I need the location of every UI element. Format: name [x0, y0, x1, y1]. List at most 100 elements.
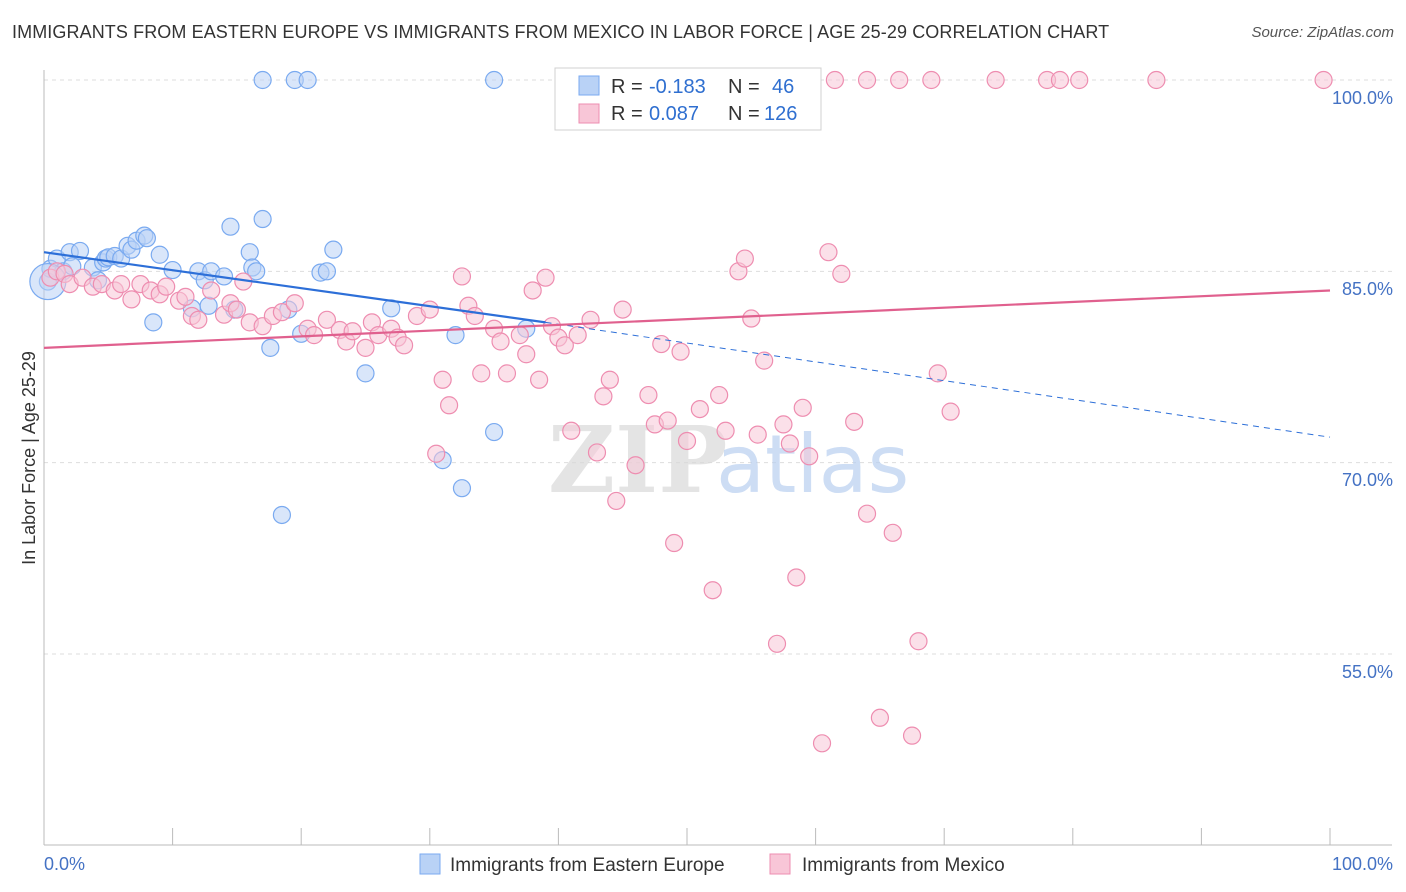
point-mexico [607, 491, 626, 511]
point-mexico [909, 632, 928, 651]
point-eastern-europe [70, 241, 90, 261]
point-mexico [317, 310, 337, 329]
legend-r-label-pink: R = [611, 103, 643, 125]
point-mexico [600, 370, 619, 389]
point-mexico [613, 300, 632, 319]
point-eastern-europe [485, 422, 504, 442]
point-mexico [716, 421, 735, 440]
point-mexico [497, 364, 517, 383]
point-mexico [922, 70, 941, 90]
point-eastern-europe [356, 364, 375, 383]
point-mexico [928, 364, 947, 383]
trend-line-eastern-europe-extension [545, 321, 1331, 438]
point-mexico [857, 70, 877, 90]
bottom-legend-label-blue: Immigrants from Eastern Europe [450, 855, 725, 876]
point-mexico [742, 309, 761, 328]
series-mexico [41, 70, 1333, 753]
point-mexico [491, 332, 510, 351]
point-mexico [189, 310, 208, 329]
point-mexico [883, 523, 902, 542]
point-mexico [755, 351, 774, 370]
point-eastern-europe [144, 313, 163, 332]
y-tick-label: 70.0% [1342, 470, 1393, 490]
y-tick-label: 55.0% [1342, 662, 1393, 682]
point-mexico [671, 342, 690, 361]
point-mexico [787, 568, 806, 587]
legend-swatch-blue [578, 75, 600, 96]
stats-legend: R = -0.183 N = 46 R = 0.087 N = 126 [554, 67, 822, 131]
series-legend: Immigrants from Eastern Europe Immigrant… [419, 853, 1005, 876]
point-mexico [510, 326, 529, 345]
point-eastern-europe [298, 70, 317, 90]
point-mexico [986, 70, 1005, 90]
point-eastern-europe [247, 262, 266, 281]
point-mexico [356, 338, 375, 357]
legend-r-value-pink: 0.087 [649, 103, 699, 125]
point-mexico [825, 70, 844, 90]
x-tick-labels: 0.0% 100.0% [44, 854, 1393, 874]
point-mexico [439, 396, 459, 415]
point-mexico [845, 412, 864, 431]
point-mexico [902, 726, 922, 745]
point-mexico [748, 425, 767, 444]
point-mexico [774, 415, 793, 434]
trend-line-mexico [43, 289, 1331, 349]
bottom-legend-swatch-pink [769, 853, 791, 875]
point-eastern-europe [485, 70, 504, 90]
point-mexico [594, 387, 613, 406]
series-eastern-europe [29, 70, 536, 525]
point-mexico [1147, 70, 1166, 90]
point-mexico [870, 708, 890, 727]
x-tick-label: 0.0% [44, 854, 85, 874]
y-axis-label: In Labor Force | Age 25-29 [19, 351, 39, 565]
point-eastern-europe [253, 70, 272, 90]
point-mexico [427, 444, 446, 463]
point-mexico [690, 399, 709, 419]
bottom-legend-swatch-blue [419, 853, 441, 875]
trend-lines [43, 251, 1331, 438]
x-tick-label: 100.0% [1332, 854, 1393, 874]
point-mexico [1050, 70, 1070, 90]
legend-n-value-pink: 126 [764, 103, 797, 125]
point-mexico [587, 443, 607, 462]
point-eastern-europe [221, 217, 240, 236]
point-mexico [793, 398, 812, 417]
point-mexico [568, 326, 587, 345]
point-eastern-europe [446, 326, 465, 345]
point-mexico [202, 281, 221, 300]
point-mexico [517, 345, 536, 364]
point-eastern-europe [261, 338, 280, 357]
point-mexico [555, 336, 574, 355]
point-mexico [472, 364, 491, 383]
point-mexico [735, 249, 754, 268]
point-eastern-europe [272, 505, 292, 525]
y-tick-labels: 55.0% 70.0% 85.0% 100.0% [1332, 88, 1393, 682]
point-mexico [581, 310, 600, 329]
point-mexico [941, 402, 960, 421]
point-eastern-europe [150, 245, 169, 264]
point-eastern-europe [137, 229, 156, 248]
point-mexico [394, 336, 414, 355]
trend-line-eastern-europe [43, 251, 546, 324]
point-mexico [465, 306, 484, 326]
point-mexico [343, 322, 362, 341]
bottom-legend-label-pink: Immigrants from Mexico [802, 855, 1005, 876]
legend-r-value-blue: -0.183 [649, 76, 706, 98]
point-mexico [227, 300, 246, 319]
source-label: Source: ZipAtlas.com [1251, 24, 1394, 41]
point-mexico [819, 243, 838, 262]
point-mexico [285, 294, 304, 313]
y-tick-label: 100.0% [1332, 88, 1393, 108]
point-mexico [639, 385, 658, 405]
grid-lines [44, 79, 1392, 655]
legend-n-value-blue: 46 [772, 76, 794, 98]
point-mexico [112, 274, 131, 294]
point-mexico [890, 70, 909, 90]
point-mexico [562, 421, 581, 440]
point-mexico [1314, 70, 1333, 90]
point-eastern-europe [452, 479, 472, 498]
point-mexico [812, 734, 832, 753]
point-mexico [767, 634, 787, 653]
point-mexico [658, 411, 677, 430]
